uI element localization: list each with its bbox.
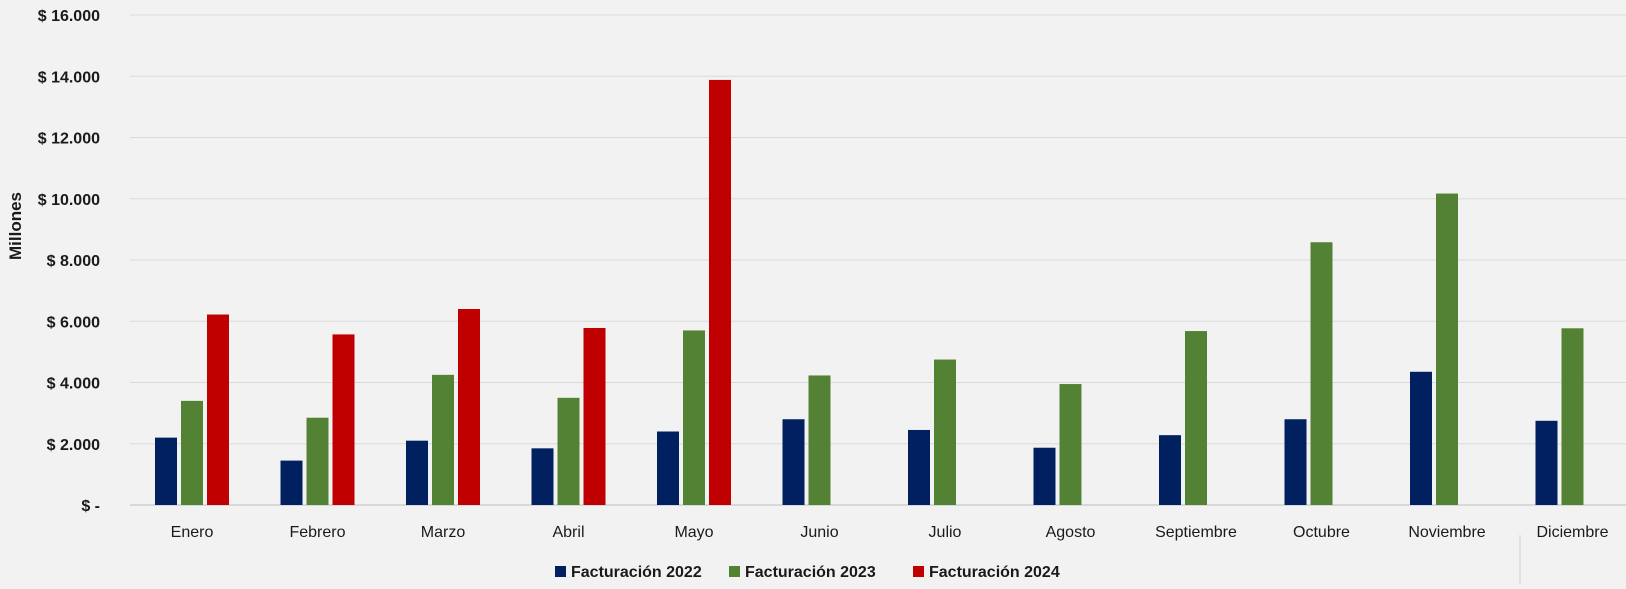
bar-facturaci-n-2022-noviembre (1410, 371, 1432, 505)
bar-facturaci-n-2024-febrero (332, 334, 355, 505)
x-tick-label: Octubre (1293, 524, 1350, 541)
y-tick-label: $ 16.000 (38, 8, 100, 25)
bar-facturaci-n-2022-febrero (280, 460, 303, 505)
y-tick-label: $ 14.000 (38, 69, 100, 86)
y-tick-label: $ 12.000 (38, 131, 100, 148)
bar-facturaci-n-2023-diciembre (1561, 328, 1584, 505)
y-tick-label: $ - (81, 498, 100, 515)
bar-facturaci-n-2023-julio (934, 359, 956, 505)
bar-facturaci-n-2022-julio (908, 429, 930, 505)
y-axis-label: Millones (6, 192, 25, 260)
bar-facturaci-n-2023-enero (181, 400, 203, 505)
x-tick-label: Marzo (421, 524, 466, 541)
bar-facturaci-n-2022-junio (782, 419, 805, 505)
y-tick-label: $ 4.000 (47, 376, 100, 393)
x-tick-label: Noviembre (1408, 524, 1485, 541)
x-tick-label: Junio (800, 524, 838, 541)
y-tick-label: $ 10.000 (38, 192, 100, 209)
x-tick-label: Abril (552, 524, 584, 541)
bar-facturaci-n-2022-enero (155, 437, 177, 505)
bar-facturaci-n-2023-febrero (306, 417, 329, 505)
legend-label: Facturación 2022 (571, 564, 702, 581)
bar-facturaci-n-2024-mayo (709, 79, 731, 506)
bar-facturaci-n-2022-octubre (1284, 419, 1307, 505)
legend: Facturación 2022 Facturación 2023 Facturac… (555, 564, 1060, 581)
x-tick-label: Septiembre (1155, 524, 1237, 541)
bar-facturaci-n-2023-octubre (1310, 242, 1333, 506)
legend-swatch (913, 566, 924, 577)
y-tick-label: $ 2.000 (47, 437, 100, 454)
x-tick-label: Diciembre (1536, 524, 1608, 541)
bar-facturaci-n-2023-mayo (683, 330, 705, 505)
x-tick-label: Julio (929, 524, 962, 541)
legend-label: Facturación 2023 (745, 564, 876, 581)
x-tick-label: Enero (171, 524, 214, 541)
bar-facturaci-n-2023-septiembre (1185, 331, 1207, 505)
x-tick-label: Mayo (674, 524, 713, 541)
x-tick-label: Febrero (289, 524, 345, 541)
bar-facturaci-n-2022-mayo (657, 431, 679, 505)
bar-facturaci-n-2023-agosto (1059, 384, 1082, 505)
bar-facturaci-n-2023-noviembre (1436, 193, 1458, 505)
bar-facturaci-n-2022-agosto (1033, 447, 1056, 505)
bars (155, 79, 1584, 506)
x-tick-label: Agosto (1046, 524, 1096, 541)
bar-facturaci-n-2023-junio (808, 375, 831, 505)
bar-facturaci-n-2024-marzo (458, 309, 480, 505)
bar-facturaci-n-2022-diciembre (1535, 420, 1558, 505)
y-tick-label: $ 6.000 (47, 314, 100, 331)
legend-swatch (555, 566, 566, 577)
y-tick-label: $ 8.000 (47, 253, 100, 270)
y-axis-ticks: $ - $ 2.000 $ 4.000 $ 6.000 $ 8.000 $ 10.000 $… (38, 8, 100, 515)
bar-facturaci-n-2024-abril (583, 327, 606, 505)
legend-label: Facturación 2024 (929, 564, 1060, 581)
bar-facturaci-n-2024-enero (207, 314, 229, 505)
bar-facturaci-n-2022-abril (531, 448, 554, 505)
bar-facturaci-n-2023-abril (557, 397, 580, 505)
bar-facturaci-n-2022-marzo (406, 440, 428, 505)
legend-swatch (729, 566, 740, 577)
gridlines (130, 14, 1626, 506)
bar-facturaci-n-2022-septiembre (1159, 435, 1181, 505)
x-axis-ticks: Enero Febrero Marzo Abril Mayo Junio Julio Agos… (171, 524, 1609, 541)
bar-facturaci-n-2023-marzo (432, 374, 454, 505)
